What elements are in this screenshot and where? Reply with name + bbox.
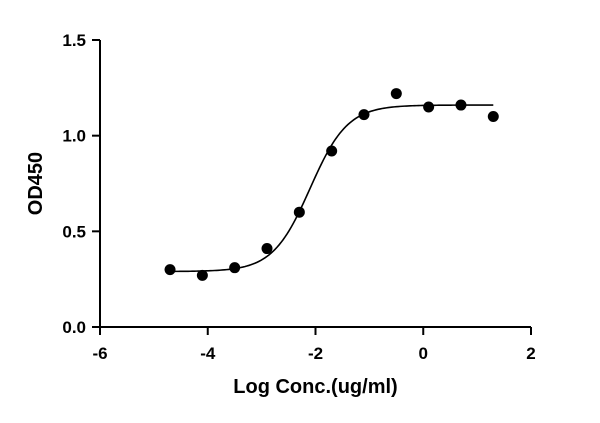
data-point xyxy=(261,243,273,255)
data-point xyxy=(229,262,241,274)
y-tick-label: 1.0 xyxy=(62,127,86,146)
data-point xyxy=(293,206,305,218)
axes xyxy=(99,40,531,328)
x-tick-label: 0 xyxy=(419,344,428,363)
y-tick-label: 0.5 xyxy=(62,222,86,241)
x-tick-label: 2 xyxy=(526,344,535,363)
data-points xyxy=(164,88,499,281)
x-ticks: -6 -4 -2 0 2 xyxy=(92,327,536,363)
y-tick-label: 1.5 xyxy=(62,31,86,50)
x-tick-label: -4 xyxy=(200,344,216,363)
data-point xyxy=(326,145,338,157)
fit-curve xyxy=(170,104,494,273)
x-axis-title: Log Conc.(ug/ml) xyxy=(233,376,397,398)
data-point xyxy=(164,264,176,276)
data-point xyxy=(487,111,499,123)
data-point xyxy=(390,88,402,100)
y-tick-label: 0.0 xyxy=(62,318,86,337)
data-point xyxy=(423,101,435,113)
y-axis-title: OD450 xyxy=(25,152,47,215)
x-tick-label: -2 xyxy=(308,344,323,363)
data-point xyxy=(196,269,208,281)
data-point xyxy=(455,99,467,111)
y-ticks: 0.0 0.5 1.0 1.5 xyxy=(62,31,100,337)
data-point xyxy=(358,109,370,121)
x-tick-label: -6 xyxy=(92,344,107,363)
